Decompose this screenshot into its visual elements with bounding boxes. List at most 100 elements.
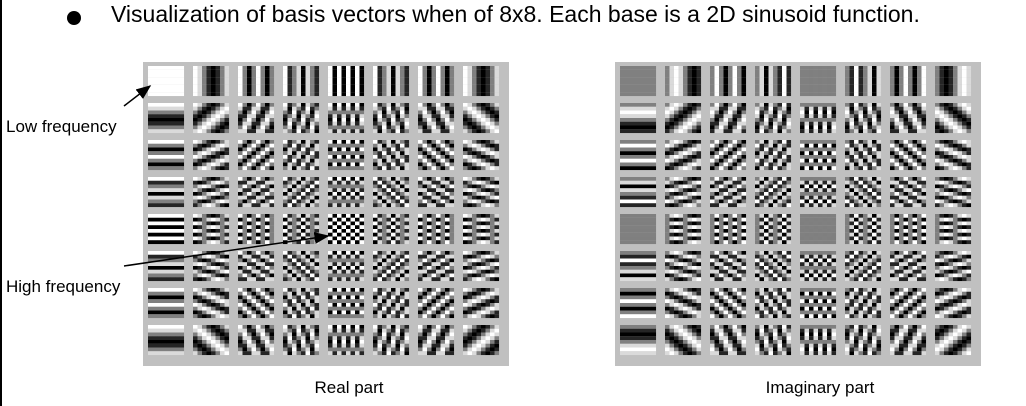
imaginary-part-basis-grid	[615, 62, 981, 366]
basis-tile-imag-4-2	[710, 214, 747, 245]
basis-tile-imag-1-0	[620, 103, 657, 134]
basis-tile-real-4-7	[463, 214, 500, 245]
basis-tile-real-0-3	[283, 66, 320, 97]
basis-tile-real-1-5	[373, 103, 410, 134]
basis-tile-real-2-6	[418, 140, 455, 171]
basis-tile-imag-7-4	[800, 325, 837, 356]
basis-tile-real-0-0	[148, 66, 185, 97]
basis-tile-imag-0-1	[665, 66, 702, 97]
basis-tile-real-1-1	[193, 103, 230, 134]
basis-tile-imag-1-7	[935, 103, 972, 134]
basis-tile-real-4-4	[328, 214, 365, 245]
basis-tile-imag-0-0	[620, 66, 657, 97]
imaginary-part-basis-image	[620, 66, 972, 356]
basis-tile-imag-3-3	[755, 177, 792, 208]
basis-tile-real-5-3	[283, 251, 320, 282]
basis-tile-imag-0-7	[935, 66, 972, 97]
basis-tile-imag-5-6	[890, 251, 927, 282]
basis-tile-real-5-7	[463, 251, 500, 282]
basis-tile-imag-4-3	[755, 214, 792, 245]
basis-tile-real-7-0	[148, 325, 185, 356]
basis-tile-real-7-6	[418, 325, 455, 356]
basis-tile-imag-3-0	[620, 177, 657, 208]
basis-tile-real-3-3	[283, 177, 320, 208]
basis-tile-real-6-6	[418, 288, 455, 319]
slide-bullet-text: Visualization of basis vectors when of 8…	[111, 1, 920, 27]
basis-tile-imag-2-1	[665, 140, 702, 171]
basis-tile-real-0-6	[418, 66, 455, 97]
basis-tile-real-2-3	[283, 140, 320, 171]
basis-tile-imag-6-0	[620, 288, 657, 319]
basis-tile-imag-3-1	[665, 177, 702, 208]
basis-tile-real-3-0	[148, 177, 185, 208]
basis-tile-imag-0-2	[710, 66, 747, 97]
basis-tile-imag-6-4	[800, 288, 837, 319]
basis-tile-imag-1-6	[890, 103, 927, 134]
basis-tile-real-7-5	[373, 325, 410, 356]
imaginary-part-caption: Imaginary part	[765, 378, 875, 397]
basis-tile-imag-0-5	[845, 66, 882, 97]
basis-tile-real-6-5	[373, 288, 410, 319]
basis-tile-imag-0-3	[755, 66, 792, 97]
basis-tile-real-1-2	[238, 103, 275, 134]
basis-tile-imag-3-6	[890, 177, 927, 208]
basis-tile-imag-3-2	[710, 177, 747, 208]
basis-tile-imag-4-7	[935, 214, 972, 245]
basis-tile-real-4-3	[283, 214, 320, 245]
real-part-basis-image	[148, 66, 500, 356]
basis-tile-imag-1-5	[845, 103, 882, 134]
basis-tile-real-0-5	[373, 66, 410, 97]
basis-tile-imag-2-2	[710, 140, 747, 171]
basis-tile-real-7-1	[193, 325, 230, 356]
basis-tile-real-2-1	[193, 140, 230, 171]
basis-tile-imag-4-0	[620, 214, 657, 245]
basis-tile-imag-6-1	[665, 288, 702, 319]
basis-tile-real-2-5	[373, 140, 410, 171]
basis-tile-imag-6-7	[935, 288, 972, 319]
basis-tile-imag-4-4	[800, 214, 837, 245]
basis-tile-imag-2-0	[620, 140, 657, 171]
basis-tile-imag-7-2	[710, 325, 747, 356]
basis-tile-imag-4-6	[890, 214, 927, 245]
basis-tile-real-2-2	[238, 140, 275, 171]
low-frequency-label: Low frequency	[6, 117, 117, 136]
bullet-point-icon	[67, 11, 81, 25]
basis-tile-imag-7-1	[665, 325, 702, 356]
basis-tile-real-5-1	[193, 251, 230, 282]
basis-tile-real-7-3	[283, 325, 320, 356]
basis-tile-real-2-4	[328, 140, 365, 171]
basis-tile-real-6-2	[238, 288, 275, 319]
basis-tile-real-6-0	[148, 288, 185, 319]
basis-tile-imag-7-5	[845, 325, 882, 356]
basis-tile-real-5-2	[238, 251, 275, 282]
basis-tile-real-3-7	[463, 177, 500, 208]
basis-tile-real-1-3	[283, 103, 320, 134]
basis-tile-imag-6-6	[890, 288, 927, 319]
basis-tile-real-0-1	[193, 66, 230, 97]
basis-tile-real-3-2	[238, 177, 275, 208]
basis-tile-real-5-4	[328, 251, 365, 282]
basis-tile-imag-6-5	[845, 288, 882, 319]
basis-tile-real-4-2	[238, 214, 275, 245]
basis-tile-real-3-5	[373, 177, 410, 208]
basis-tile-real-5-5	[373, 251, 410, 282]
basis-tile-imag-7-7	[935, 325, 972, 356]
basis-tile-real-4-6	[418, 214, 455, 245]
basis-tile-imag-3-4	[800, 177, 837, 208]
basis-tile-imag-1-3	[755, 103, 792, 134]
basis-tile-imag-6-3	[755, 288, 792, 319]
basis-tile-imag-5-2	[710, 251, 747, 282]
basis-tile-real-7-4	[328, 325, 365, 356]
basis-tile-real-7-2	[238, 325, 275, 356]
basis-tile-real-1-7	[463, 103, 500, 134]
basis-tile-imag-5-7	[935, 251, 972, 282]
basis-tile-real-3-4	[328, 177, 365, 208]
basis-tile-real-4-1	[193, 214, 230, 245]
basis-tile-real-0-7	[463, 66, 500, 97]
basis-tile-imag-2-3	[755, 140, 792, 171]
basis-tile-real-2-7	[463, 140, 500, 171]
basis-tile-real-0-2	[238, 66, 275, 97]
basis-tile-imag-5-0	[620, 251, 657, 282]
basis-tile-real-4-5	[373, 214, 410, 245]
basis-tile-real-1-0	[148, 103, 185, 134]
